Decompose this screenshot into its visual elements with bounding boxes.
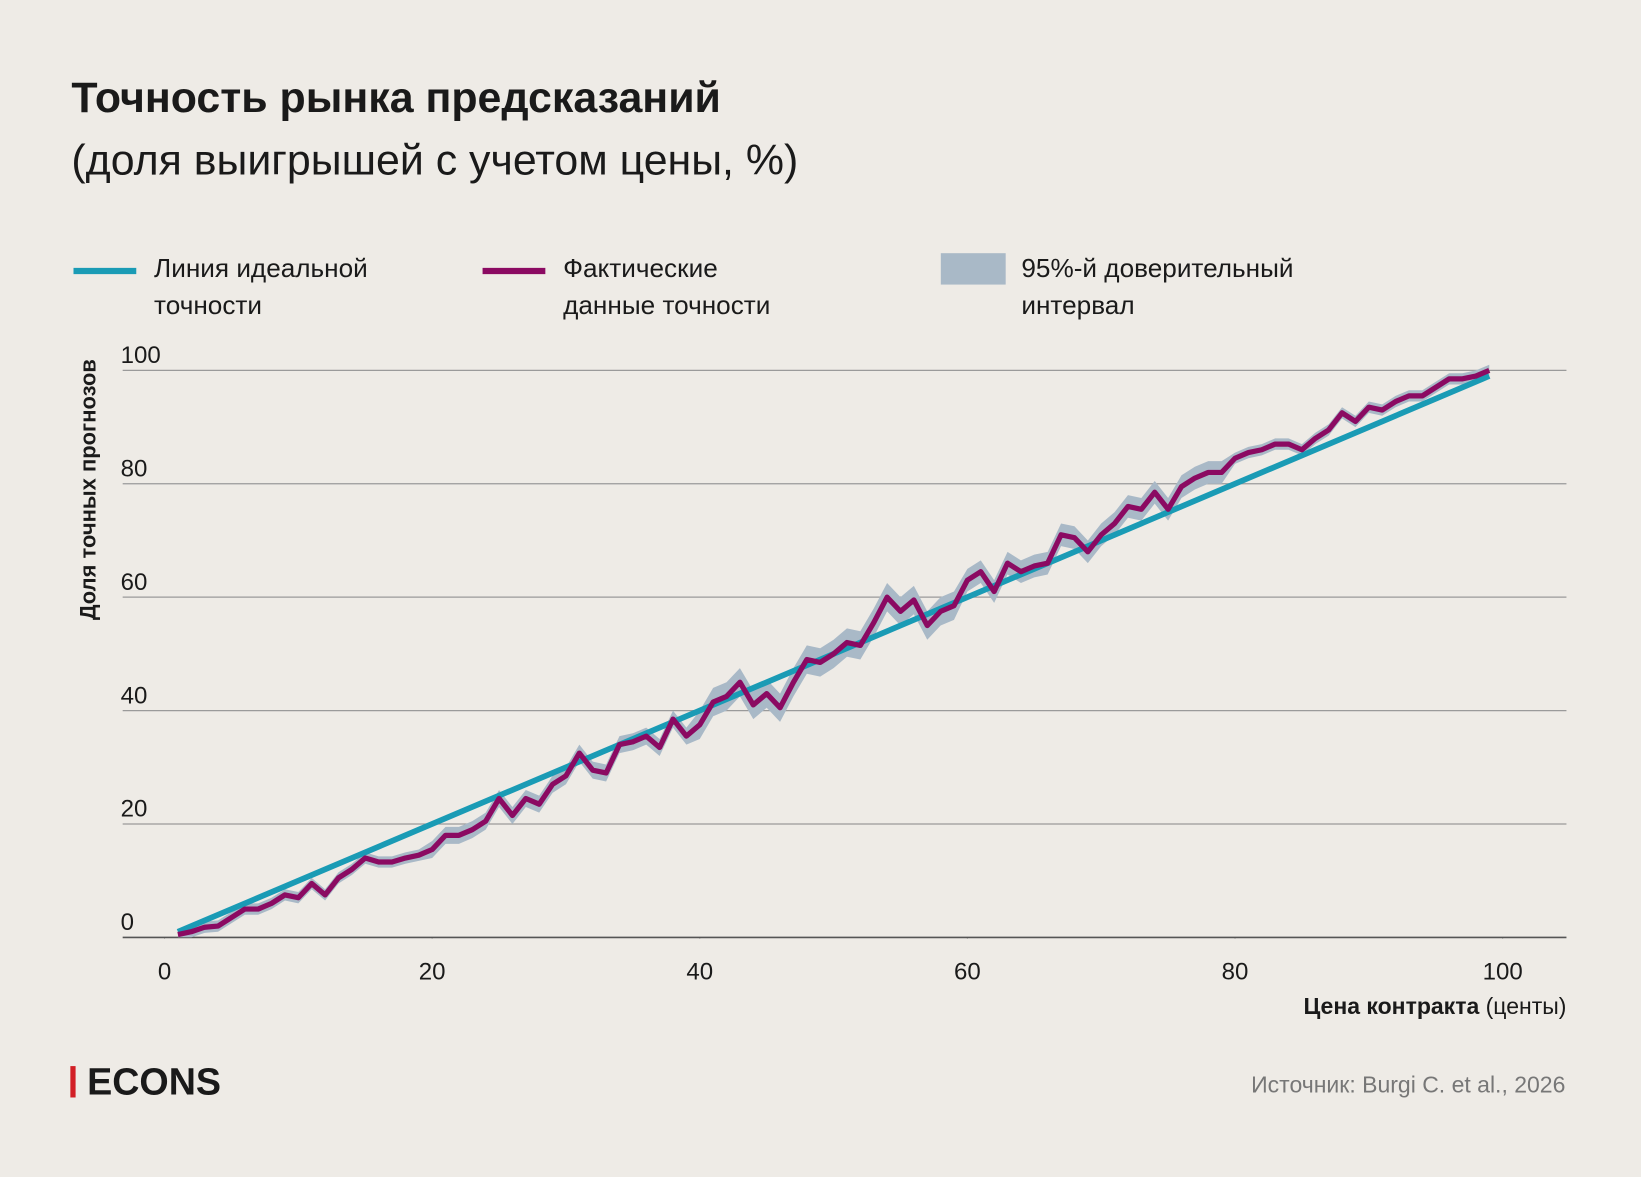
x-tick-label: 20: [419, 958, 446, 985]
y-tick-label: 0: [121, 909, 134, 936]
y-tick-label: 80: [121, 455, 148, 482]
chart-title: Точность рынка предсказаний: [71, 74, 721, 122]
legend-label: Линия идеальной точности: [154, 254, 368, 321]
y-tick-label: 60: [121, 569, 148, 596]
x-tick-label: 0: [158, 958, 171, 985]
legend-swatch: [940, 253, 1006, 285]
x-tick-label: 80: [1222, 958, 1249, 985]
legend-label: 95%-й доверительный интервал: [1021, 254, 1294, 321]
chart-subtitle: (доля выигрышей с учетом цены, %): [71, 137, 798, 185]
legend-label: Фактические данные точности: [563, 254, 771, 321]
y-tick-label: 20: [121, 796, 148, 823]
logo: ECONS: [87, 1060, 221, 1102]
series-line: [177, 367, 1491, 938]
x-axis-label-unit: (центы): [1486, 993, 1567, 1019]
x-axis-label: Цена контракта (центы): [1303, 993, 1566, 1019]
legend-label-box: Фактические данные точности: [563, 254, 771, 321]
x-tick-label: 40: [686, 958, 713, 985]
plot: [176, 364, 1491, 938]
legend-label-box: Линия идеальной точности: [154, 254, 368, 321]
source: Источник: Burgi C. et al., 2026: [1251, 1071, 1565, 1097]
logo-bar: [70, 1066, 76, 1098]
x-axis-label-bold: Цена контракта: [1303, 993, 1479, 1019]
y-tick-label: 100: [121, 342, 161, 369]
x-tick-label: 100: [1483, 958, 1523, 985]
y-tick-label: 40: [121, 682, 148, 709]
y-axis-label: Доля точных прогнозов: [75, 359, 100, 620]
legend-label-box: 95%-й доверительный интервал: [1021, 254, 1294, 321]
x-tick-label: 60: [954, 958, 981, 985]
